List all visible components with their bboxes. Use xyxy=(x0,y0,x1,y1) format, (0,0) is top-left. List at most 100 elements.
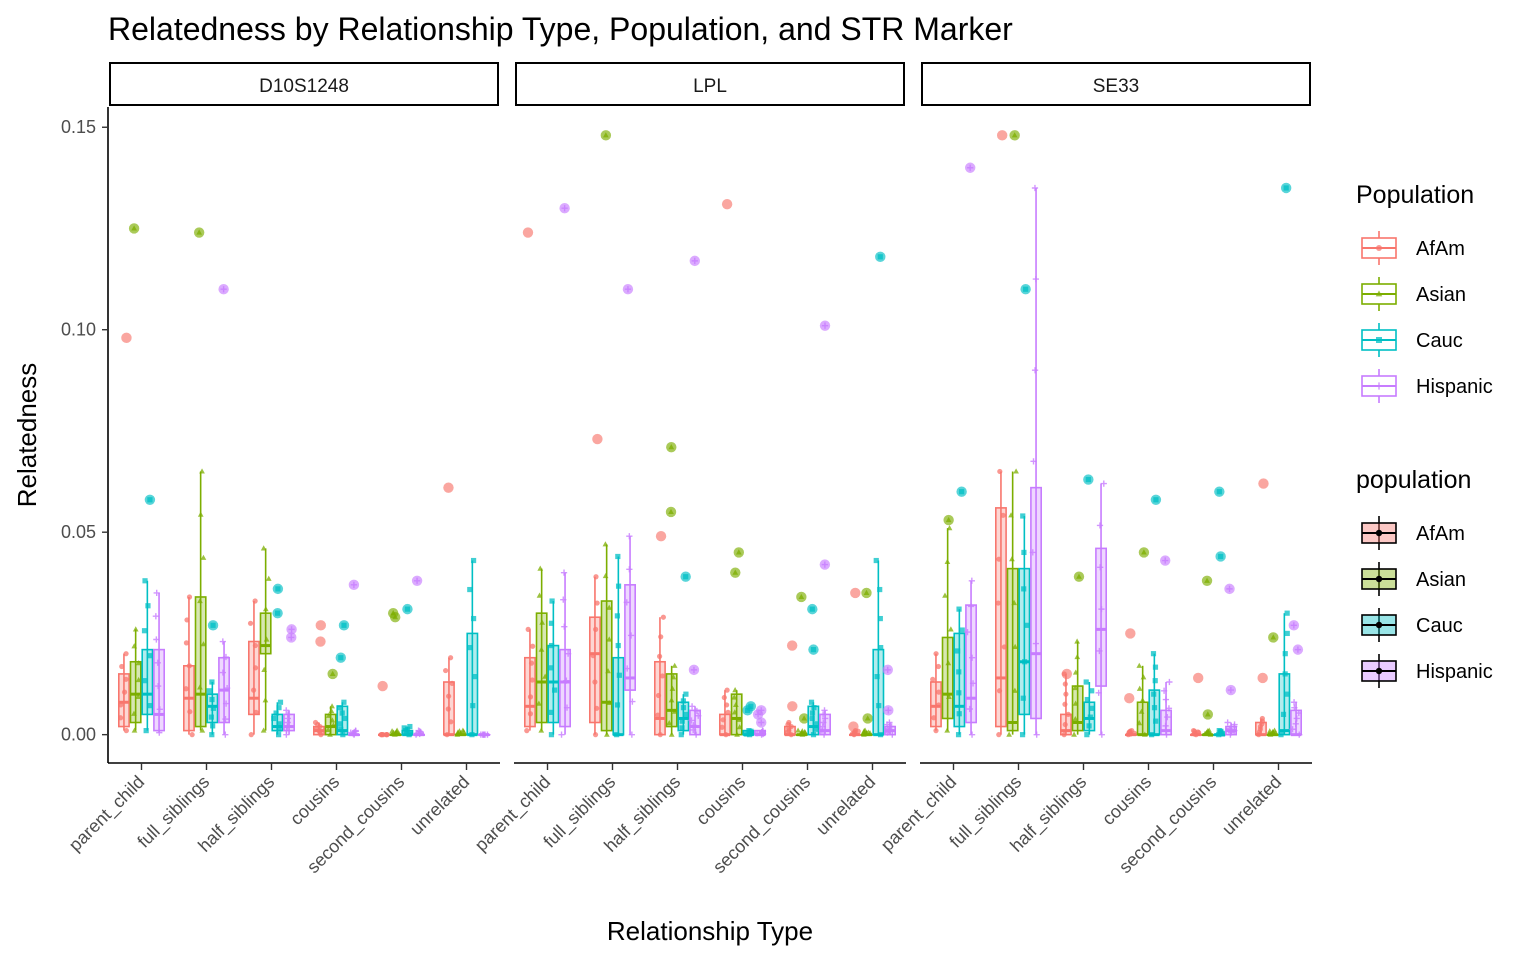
data-point xyxy=(276,721,282,727)
data-point xyxy=(1098,731,1105,738)
legend-key-marker xyxy=(1375,575,1383,583)
data-point xyxy=(552,687,558,693)
box-afam xyxy=(654,531,667,738)
legend-entry-label: Asian xyxy=(1416,284,1466,306)
data-point xyxy=(384,732,390,738)
data-point xyxy=(604,731,610,737)
outlier-point xyxy=(850,587,861,599)
outlier-marker xyxy=(275,610,281,616)
outlier-marker xyxy=(1011,132,1018,138)
outlier-marker xyxy=(131,225,137,231)
data-point xyxy=(959,627,965,633)
box-cauc xyxy=(612,553,625,738)
data-point xyxy=(996,688,1003,694)
outlier-marker xyxy=(885,707,892,714)
box-hispanic xyxy=(1224,583,1238,738)
data-point xyxy=(615,642,621,649)
data-point xyxy=(460,727,466,733)
data-point xyxy=(820,719,827,726)
legend-key-afam: AfAm xyxy=(1361,231,1465,265)
data-point xyxy=(670,674,677,680)
data-point xyxy=(401,725,407,731)
data-point xyxy=(135,676,142,683)
legend-key-marker xyxy=(1376,245,1382,251)
data-point xyxy=(602,541,609,547)
data-point xyxy=(189,732,195,738)
outlier-point xyxy=(315,636,326,647)
data-point xyxy=(606,699,612,706)
data-point xyxy=(339,710,345,716)
legend-entry-label: AfAm xyxy=(1416,238,1465,260)
data-point xyxy=(1098,606,1105,613)
data-point xyxy=(874,674,880,680)
data-point xyxy=(247,620,254,626)
facet-panels: 0.000.050.100.15D10S1248parent_childfull… xyxy=(61,62,1312,878)
box-hispanic xyxy=(964,162,977,738)
data-point xyxy=(946,693,952,699)
data-point xyxy=(606,604,613,610)
box-hispanic xyxy=(477,731,491,738)
data-point xyxy=(1031,367,1039,374)
outlier-marker xyxy=(967,164,974,171)
outlier-marker xyxy=(413,577,421,584)
legend-entry-label: AfAm xyxy=(1416,523,1465,545)
data-point xyxy=(131,643,138,649)
data-point xyxy=(956,669,962,675)
data-point xyxy=(273,710,279,716)
data-point xyxy=(1096,522,1104,529)
data-point xyxy=(1000,512,1006,518)
legend-key-marker xyxy=(1375,621,1383,629)
outlier-marker xyxy=(1216,489,1222,495)
data-point xyxy=(1271,727,1278,733)
data-point xyxy=(118,702,124,708)
box-afam xyxy=(1124,628,1138,738)
data-point xyxy=(1160,687,1168,694)
facet-strip-label: LPL xyxy=(693,76,727,97)
data-point xyxy=(1074,653,1081,660)
data-point xyxy=(197,511,204,517)
data-point xyxy=(1190,728,1197,734)
data-point xyxy=(968,731,976,738)
data-point xyxy=(736,724,743,730)
data-point xyxy=(250,687,257,693)
data-point xyxy=(141,678,147,684)
data-point xyxy=(944,727,951,733)
data-point xyxy=(539,619,546,625)
data-point xyxy=(210,705,216,711)
box-cauc xyxy=(335,620,350,738)
box-afam xyxy=(784,640,798,738)
legend: PopulationAfAmAsianCaucHispanicpopulatio… xyxy=(1356,181,1493,688)
box-asian xyxy=(1201,575,1214,737)
data-point xyxy=(1012,687,1018,693)
y-axis-label: Relatedness xyxy=(12,363,42,508)
data-point xyxy=(1150,651,1157,657)
data-point xyxy=(944,558,951,564)
legend-key-hispanic: Hispanic xyxy=(1361,369,1493,403)
data-point xyxy=(933,651,939,657)
data-point xyxy=(336,705,342,711)
data-point xyxy=(1129,728,1135,734)
box-body xyxy=(535,612,548,724)
data-point xyxy=(444,732,450,738)
outlier-marker xyxy=(798,593,805,600)
box-afam xyxy=(1255,478,1269,738)
data-point xyxy=(876,703,882,709)
data-point xyxy=(997,468,1003,475)
box-hispanic xyxy=(622,284,636,738)
legend-fill: population AfAm Asian Cauc Hispanic xyxy=(1356,466,1493,688)
box-body xyxy=(1136,701,1149,736)
data-point xyxy=(1095,689,1102,696)
data-point xyxy=(1020,695,1026,701)
data-point xyxy=(186,594,193,600)
data-point xyxy=(809,715,815,722)
data-point xyxy=(1024,622,1030,628)
box-body xyxy=(524,656,536,728)
data-point xyxy=(284,711,292,718)
data-point xyxy=(1206,727,1213,733)
data-point xyxy=(467,644,473,651)
data-point xyxy=(679,718,685,724)
data-point xyxy=(873,557,879,564)
outlier-marker xyxy=(1283,185,1289,191)
data-point xyxy=(262,697,269,703)
box-cauc xyxy=(872,251,886,738)
